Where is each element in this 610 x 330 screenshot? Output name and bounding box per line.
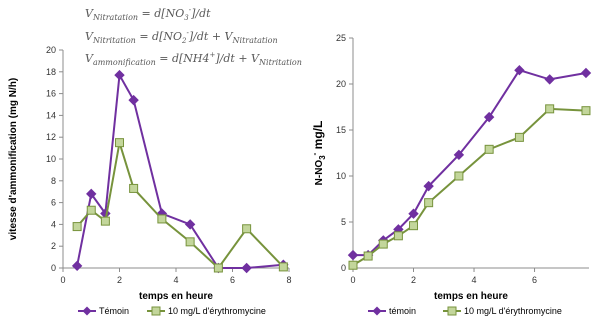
data-point [424, 198, 434, 208]
data-point [484, 144, 494, 154]
y-tick-label: 2 [51, 241, 56, 251]
data-point [514, 64, 525, 76]
data-point [241, 262, 252, 274]
data-point [408, 208, 419, 219]
x-tick-label: 2 [411, 275, 416, 285]
y-axis-title: vitesse d'ammonification (mg N/h) [8, 78, 19, 240]
y-tick-label: 16 [46, 89, 56, 99]
series-line [76, 71, 284, 269]
data-point [483, 111, 495, 123]
y-tick-label: 18 [46, 67, 56, 77]
data-point [378, 239, 388, 249]
legend-marker [447, 306, 457, 316]
data-point [184, 219, 196, 230]
data-point [581, 106, 591, 116]
y-tick-label: 4 [51, 219, 56, 229]
data-point [409, 221, 419, 231]
x-tick-label: 8 [286, 275, 291, 285]
y-tick-label: 10 [336, 171, 346, 181]
y-tick-label: 14 [46, 110, 56, 120]
series-line [353, 69, 587, 257]
y-tick-label: 25 [336, 33, 346, 43]
legend-marker [82, 306, 92, 316]
data-point [157, 214, 167, 224]
y-tick-label: 20 [46, 45, 56, 55]
legend-label: 10 mg/L d'érythromycine [464, 306, 562, 316]
y-tick-label: 0 [51, 263, 56, 273]
data-point [86, 188, 97, 200]
legend-label: 10 mg/L d'érythromycine [168, 306, 266, 316]
data-point [185, 237, 195, 247]
y-tick-label: 5 [341, 217, 346, 227]
equations: VNitratation = d[NO3-]/dt VNitritation = … [85, 6, 302, 67]
y-axis-title: N-NO3- mg/L [310, 121, 327, 186]
data-point [545, 104, 555, 114]
x-tick-label: 0 [350, 275, 355, 285]
x-tick-label: 0 [60, 275, 65, 285]
data-point [454, 171, 464, 181]
data-point [72, 222, 82, 232]
x-tick-label: 4 [472, 275, 477, 285]
y-tick-label: 10 [46, 154, 56, 164]
x-tick-label: 4 [173, 275, 178, 285]
data-point [242, 224, 252, 234]
chart-left: 0 2 4 6 8 10 12 14 16 18 20 0 2 4 6 8 temps en heure vite… [8, 45, 292, 316]
data-point [453, 149, 465, 161]
y-tick-label: 6 [51, 198, 56, 208]
series-line [352, 107, 587, 267]
equation-1: VNitratation = d[NO3-]/dt [85, 6, 211, 22]
data-point [347, 249, 359, 261]
data-point [278, 262, 288, 272]
series-line [76, 142, 285, 270]
y-tick-label: 12 [46, 132, 56, 142]
data-point [580, 67, 592, 79]
data-point [86, 205, 96, 215]
y-tick-label: 8 [51, 176, 56, 186]
data-point [128, 94, 139, 106]
data-point [100, 216, 110, 226]
data-point [544, 74, 555, 85]
legend-marker [151, 306, 161, 316]
data-point [423, 180, 434, 192]
y-tick-label: 0 [341, 263, 346, 273]
data-point [71, 260, 83, 272]
data-point [213, 263, 223, 273]
x-tick-label: 2 [117, 275, 122, 285]
data-point [348, 260, 358, 270]
x-tick-label: 6 [230, 275, 235, 285]
data-point [115, 138, 124, 148]
legend-label: Témoin [99, 306, 129, 316]
chart-right: 0 5 10 15 20 25 0 2 4 6 temps en heure N-NO3- mg/L t… [310, 33, 592, 316]
data-point [129, 183, 139, 193]
y-tick-label: 20 [336, 79, 346, 89]
legend-marker [372, 306, 382, 316]
data-point [514, 132, 524, 142]
equation-3: Vammonification = d[NH4+]/dt + VNitritat… [85, 51, 302, 67]
x-axis-title: temps en heure [139, 291, 213, 302]
data-point [363, 251, 373, 261]
x-tick-label: 6 [532, 275, 537, 285]
data-point [393, 231, 403, 241]
y-tick-label: 15 [336, 125, 346, 135]
equation-2: VNitritation = d[NO2-]/dt + VNitratation [85, 29, 278, 45]
x-axis-title: temps en heure [434, 291, 508, 302]
legend-label: témoin [389, 306, 416, 316]
data-point [114, 69, 125, 81]
